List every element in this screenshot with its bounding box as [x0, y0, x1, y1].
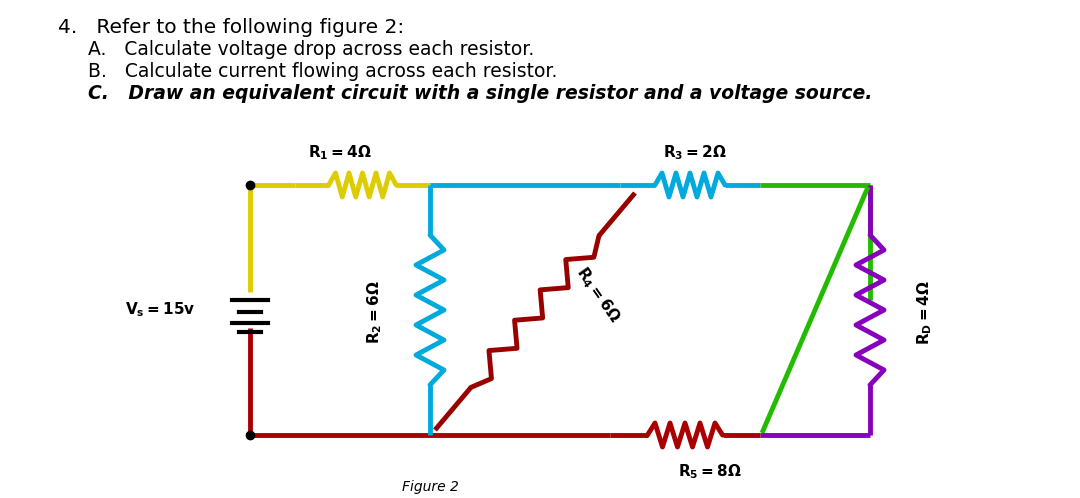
Text: A.   Calculate voltage drop across each resistor.: A. Calculate voltage drop across each re… — [87, 40, 535, 59]
Text: C.   Draw an equivalent circuit with a single resistor and a voltage source.: C. Draw an equivalent circuit with a sin… — [87, 84, 873, 103]
Text: Figure 2: Figure 2 — [402, 480, 458, 494]
Text: $\mathbf{R_D = 4\Omega}$: $\mathbf{R_D = 4\Omega}$ — [916, 279, 934, 345]
Text: $\mathbf{R_5 = 8\Omega}$: $\mathbf{R_5 = 8\Omega}$ — [678, 462, 742, 481]
Text: $\mathbf{R_1 = 4\Omega}$: $\mathbf{R_1 = 4\Omega}$ — [308, 143, 372, 162]
Text: $\mathbf{R_3 = 2\Omega}$: $\mathbf{R_3 = 2\Omega}$ — [663, 143, 727, 162]
Text: $\mathbf{R_2 = 6\Omega}$: $\mathbf{R_2 = 6\Omega}$ — [366, 280, 384, 344]
Text: $\mathbf{V_s = 15v}$: $\mathbf{V_s = 15v}$ — [124, 301, 195, 319]
Text: 4.   Refer to the following figure 2:: 4. Refer to the following figure 2: — [58, 18, 404, 37]
Text: B.   Calculate current flowing across each resistor.: B. Calculate current flowing across each… — [87, 62, 557, 81]
Text: $\mathbf{R_4 = 6\Omega}$: $\mathbf{R_4 = 6\Omega}$ — [572, 263, 624, 326]
